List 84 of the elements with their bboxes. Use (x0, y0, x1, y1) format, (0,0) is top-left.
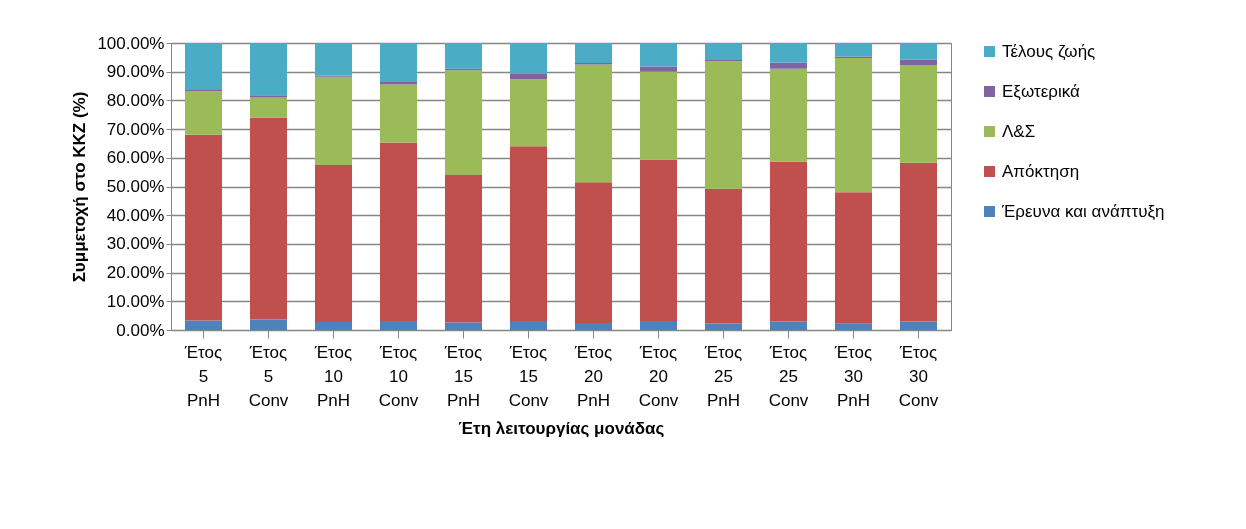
bar (639, 159, 678, 322)
bar (704, 188, 743, 324)
x-tick-label: Έτος 10 Conv (378, 342, 419, 410)
y-tick-label: 0.00% (116, 320, 165, 340)
x-tick-label: Έτος 25 PnH (703, 342, 743, 410)
bar (444, 175, 483, 323)
y-axis-title: Συμμετοχή στο ΚΚΖ (%) (70, 91, 90, 283)
bar (574, 182, 613, 324)
y-tick-label: 100.00% (97, 33, 165, 53)
bar (314, 164, 353, 322)
bar (509, 74, 548, 79)
y-tick-label: 50.00% (106, 177, 165, 196)
x-tick-label: Έτος 15 Conv (508, 342, 549, 410)
bar (704, 61, 743, 189)
bar (379, 142, 418, 322)
x-tick-label: Έτος 30 PnH (833, 342, 873, 410)
bar (249, 117, 288, 320)
bar (379, 84, 418, 143)
bar (834, 57, 873, 193)
bar (184, 320, 223, 330)
y-tick-label: 30.00% (106, 234, 165, 254)
bar (574, 64, 613, 183)
bar (769, 321, 808, 330)
y-tick-label: 20.00% (106, 263, 165, 283)
bar (834, 43, 873, 57)
bar (509, 78, 548, 147)
bar (379, 82, 418, 85)
bar (444, 43, 483, 69)
x-tick-label: Έτος 30 Conv (898, 342, 939, 410)
bar (639, 71, 678, 160)
legend-label: Τέλους ζωής (1002, 41, 1096, 61)
bar (899, 321, 938, 330)
bar (249, 43, 288, 96)
bar (184, 91, 223, 135)
bar (509, 321, 548, 330)
bar (249, 319, 288, 330)
bar (834, 323, 873, 330)
legend-label: Εξωτερικά (1002, 81, 1081, 101)
bar (639, 321, 678, 330)
x-tick-label: Έτος 5 Conv (248, 342, 289, 410)
bar (574, 43, 613, 64)
x-tick-label: Έτος 20 PnH (573, 342, 613, 410)
bar (899, 43, 938, 60)
bar (704, 323, 743, 330)
bar (639, 66, 678, 72)
x-tick-label: Έτος 10 PnH (313, 342, 353, 410)
bar (314, 76, 353, 165)
bar (249, 97, 288, 118)
bar (639, 43, 678, 67)
bar (379, 321, 418, 330)
bar (704, 43, 743, 60)
y-tick-label: 10.00% (106, 291, 165, 311)
y-tick-label: 80.00% (106, 90, 165, 110)
bar (444, 70, 483, 176)
bar (899, 65, 938, 163)
y-tick-label: 70.00% (106, 119, 165, 139)
bar (769, 68, 808, 162)
bar (574, 323, 613, 330)
legend-label: Λ&Σ (1002, 121, 1036, 141)
bar (379, 43, 418, 83)
x-tick-label: Έτος 25 Conv (768, 342, 809, 410)
legend-label: Έρευνα και ανάπτυξη (1001, 201, 1165, 221)
bar (249, 95, 288, 98)
bar (899, 59, 938, 66)
bar (314, 43, 353, 76)
y-tick-label: 60.00% (106, 148, 165, 168)
bar (184, 134, 223, 321)
x-tick-label: Έτος 20 Conv (638, 342, 679, 410)
bar (834, 192, 873, 324)
bar (769, 161, 808, 322)
bar (769, 43, 808, 63)
bar (184, 43, 223, 91)
bar (314, 321, 353, 330)
x-tick-label: Έτος 5 PnH (183, 342, 223, 410)
bar (769, 62, 808, 69)
bar (899, 162, 938, 322)
bar (509, 146, 548, 322)
bar (444, 322, 483, 330)
legend-label: Απόκτηση (1002, 161, 1080, 181)
x-tick-label: Έτος 15 PnH (443, 342, 483, 410)
bar (509, 43, 548, 74)
x-axis-title: Έτη λειτουργίας μονάδας (458, 418, 665, 438)
y-tick-label: 40.00% (106, 205, 165, 225)
y-tick-label: 90.00% (106, 62, 165, 82)
